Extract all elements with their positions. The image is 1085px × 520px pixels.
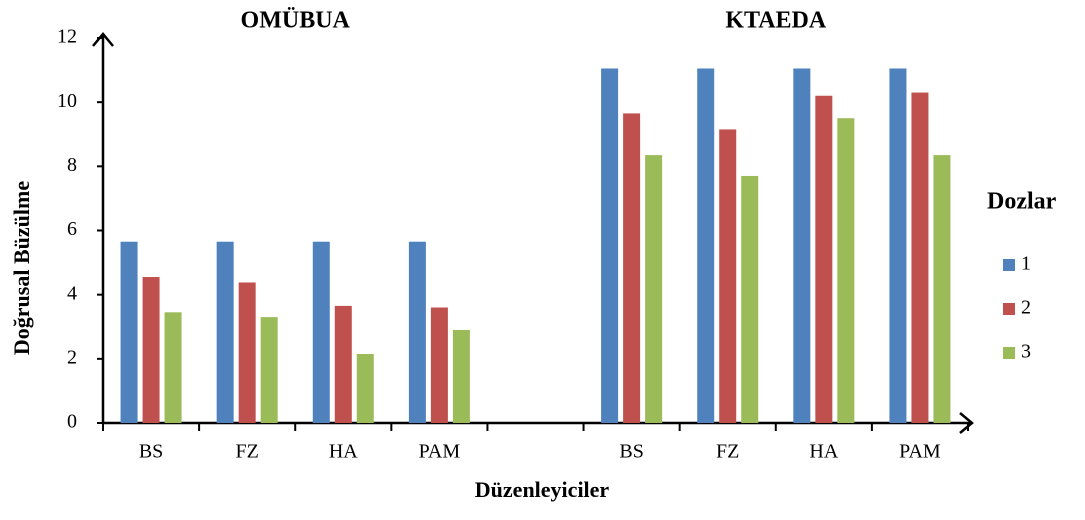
bar bbox=[216, 241, 234, 423]
group-title: KTAEDA bbox=[725, 8, 827, 34]
bar bbox=[623, 113, 641, 423]
x-tick-label: PAM bbox=[419, 441, 461, 463]
bar bbox=[356, 354, 374, 423]
bar bbox=[164, 312, 182, 423]
legend-label: 3 bbox=[1021, 341, 1031, 363]
bar bbox=[408, 241, 426, 423]
x-tick-label: FZ bbox=[235, 441, 258, 463]
bar bbox=[719, 129, 737, 423]
legend-title: Dozlar bbox=[987, 189, 1057, 215]
y-tick-label: 12 bbox=[57, 26, 77, 48]
y-tick-label: 8 bbox=[67, 154, 77, 176]
x-tick-label: HA bbox=[329, 441, 358, 463]
bar bbox=[645, 155, 663, 423]
bar bbox=[120, 241, 138, 423]
bar bbox=[430, 307, 448, 423]
bar bbox=[601, 68, 619, 424]
bar bbox=[697, 68, 715, 424]
x-tick-label: FZ bbox=[716, 441, 739, 463]
x-tick-label: HA bbox=[809, 441, 838, 463]
y-axis-label: Doğrusal Büzülme bbox=[9, 181, 34, 355]
bar bbox=[911, 92, 929, 424]
y-tick-label: 10 bbox=[57, 90, 77, 112]
legend-label: 1 bbox=[1021, 253, 1031, 275]
legend-swatch bbox=[1003, 303, 1015, 315]
bar bbox=[452, 329, 470, 423]
y-tick-label: 0 bbox=[67, 411, 77, 433]
bar bbox=[837, 118, 855, 423]
x-axis-label: Düzenleyiciler bbox=[475, 477, 610, 502]
legend-swatch bbox=[1003, 347, 1015, 359]
y-tick-label: 4 bbox=[67, 282, 77, 304]
y-tick-label: 6 bbox=[67, 218, 77, 240]
y-tick-label: 2 bbox=[67, 346, 77, 368]
legend-swatch bbox=[1003, 259, 1015, 271]
bar bbox=[334, 305, 352, 423]
bar bbox=[933, 155, 951, 423]
bar bbox=[793, 68, 811, 424]
x-tick-label: BS bbox=[619, 441, 643, 463]
x-axis-arrow bbox=[959, 412, 974, 434]
bar bbox=[238, 282, 256, 423]
bar bbox=[142, 277, 160, 423]
bar bbox=[260, 317, 278, 423]
bar bbox=[889, 68, 907, 424]
y-axis-arrow bbox=[92, 32, 114, 47]
x-tick-label: BS bbox=[139, 441, 163, 463]
bar bbox=[815, 95, 833, 423]
legend-label: 2 bbox=[1021, 297, 1031, 319]
group-title: OMÜBUA bbox=[241, 8, 351, 34]
x-tick-label: PAM bbox=[899, 441, 941, 463]
bar bbox=[312, 241, 330, 423]
bar bbox=[741, 175, 759, 423]
